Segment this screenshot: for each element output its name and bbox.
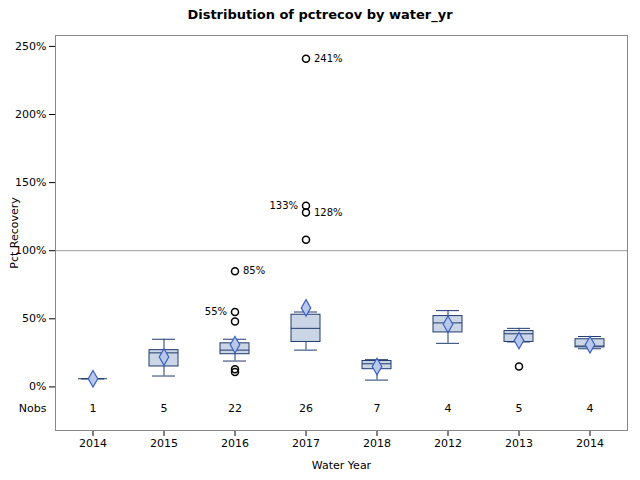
svg-text:Pct Recovery: Pct Recovery (8, 197, 21, 269)
svg-text:7: 7 (374, 402, 381, 415)
svg-text:26: 26 (299, 402, 313, 415)
svg-text:128%: 128% (314, 207, 343, 218)
svg-text:2016: 2016 (221, 437, 249, 450)
svg-text:1: 1 (90, 402, 97, 415)
svg-text:5: 5 (161, 402, 168, 415)
svg-text:133%: 133% (269, 200, 298, 211)
svg-text:200%: 200% (15, 108, 46, 121)
svg-text:4: 4 (445, 402, 452, 415)
svg-text:2014: 2014 (576, 437, 604, 450)
svg-text:100%: 100% (15, 244, 47, 258)
svg-text:2013: 2013 (505, 437, 533, 450)
svg-text:2017: 2017 (292, 437, 320, 450)
svg-text:2012: 2012 (434, 437, 462, 450)
svg-text:2018: 2018 (363, 437, 391, 450)
html-text:Distribution of pctrecov by wa: Distribution of pctrecov by water_yr (187, 7, 453, 22)
svg-text:85%: 85% (243, 265, 265, 276)
svg-text:241%: 241% (314, 53, 343, 64)
svg-text:Water Year: Water Year (312, 459, 372, 472)
svg-text:2014: 2014 (79, 437, 107, 450)
svg-text:55%: 55% (205, 306, 227, 317)
svg-text:2015: 2015 (150, 437, 178, 450)
svg-text:22: 22 (228, 402, 242, 415)
svg-text:4: 4 (587, 402, 594, 415)
svg-text:250%: 250% (15, 40, 46, 53)
svg-text:50%: 50% (22, 312, 46, 325)
svg-text:150%: 150% (15, 176, 46, 189)
svg-text:5: 5 (516, 402, 523, 415)
svg-text:0%: 0% (29, 380, 46, 393)
svg-text:Nobs: Nobs (19, 402, 47, 415)
